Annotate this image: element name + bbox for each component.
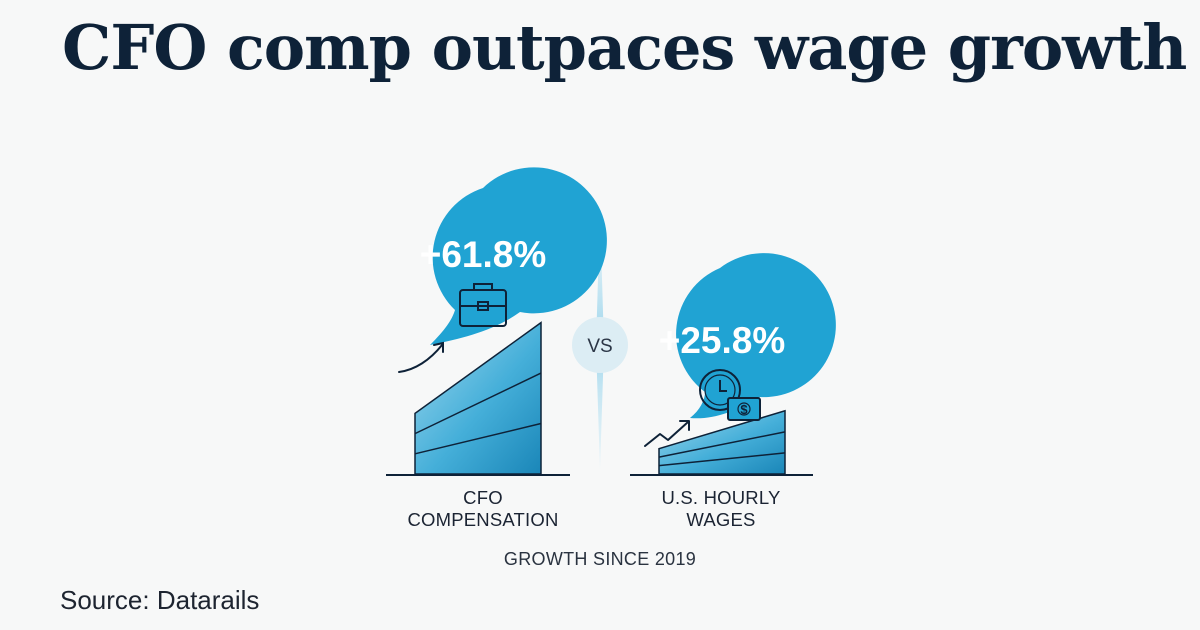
category-label-wages: U.S. HOURLY WAGES [606,487,836,531]
source-note: Source: Datarails [60,585,260,615]
briefcase-icon [459,283,507,327]
category-label-wages-line1: U.S. HOURLY [661,487,781,508]
category-label-cfo-line1: CFO [463,487,503,508]
clock-money-icon: $ [699,369,761,421]
bar-cfo-stripes [414,372,542,455]
value-label-wages: +25.8% [659,320,786,361]
value-bubble-cfo [430,167,607,345]
category-label-wages-line2: WAGES [686,509,756,530]
category-label-cfo: CFO COMPENSATION [368,487,598,531]
chart-subtitle: GROWTH SINCE 2019 [503,549,697,569]
category-label-cfo-line2: COMPENSATION [407,509,559,530]
vs-label: VS [587,336,612,357]
bar-us-hourly-wages [658,409,786,475]
page-title: CFO comp outpaces wage growth [62,11,1187,84]
svg-text:$: $ [740,402,748,417]
value-label-cfo: +61.8% [420,234,547,275]
trend-arrow-cfo [398,341,444,373]
value-bubble-wages [676,253,836,419]
vs-badge [572,317,628,373]
bar-wages-stripes [658,431,786,467]
trend-arrow-wages [644,420,690,447]
